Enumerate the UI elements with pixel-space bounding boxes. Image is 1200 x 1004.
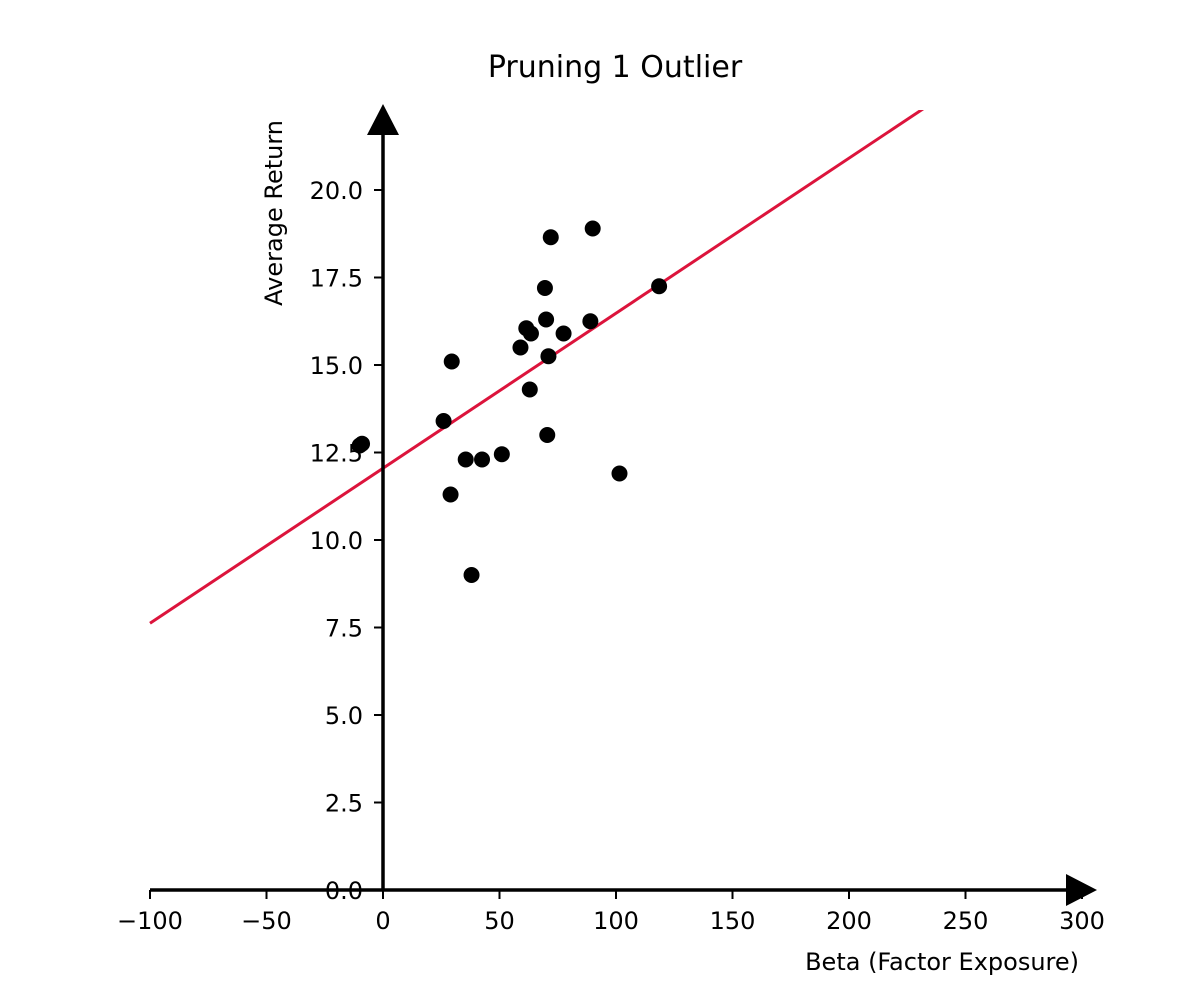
data-point	[354, 435, 371, 452]
data-point	[651, 278, 668, 295]
x-tick-label: 150	[710, 907, 756, 935]
data-point	[584, 220, 601, 237]
y-tick-label: 10.0	[310, 527, 363, 555]
data-point	[555, 325, 572, 342]
y-tick-label: 5.0	[325, 702, 363, 730]
data-point	[611, 465, 628, 482]
y-tick-label: 15.0	[310, 352, 363, 380]
chart-title: Pruning 1 Outlier	[488, 50, 743, 85]
data-point	[463, 567, 480, 583]
y-tick-label: 0.0	[325, 877, 363, 905]
x-tick-label: 250	[943, 907, 989, 935]
y-axis-label: Average Return	[260, 120, 288, 306]
x-tick-label: 100	[593, 907, 639, 935]
data-point	[540, 348, 557, 365]
points-layer	[351, 220, 668, 583]
axes-layer: −100 −50 0 50 100 150 200 250 300 0.0 2.5 5.0 7.5 10.…	[117, 104, 1105, 935]
x-tick-label: −50	[241, 907, 292, 935]
x-tick-label: −100	[117, 907, 183, 935]
data-point	[538, 311, 555, 328]
data-point	[442, 486, 459, 503]
x-tick-label: 0	[375, 907, 390, 935]
x-axis-label: Beta (Factor Exposure)	[805, 948, 1079, 976]
data-point	[512, 339, 529, 356]
data-point	[521, 381, 538, 398]
data-point	[435, 413, 452, 429]
x-tick-label: 50	[484, 907, 515, 935]
data-point	[542, 229, 559, 246]
data-point	[474, 451, 491, 468]
data-point	[582, 313, 599, 330]
y-tick-label: 2.5	[325, 790, 363, 818]
y-tick-label: 17.5	[310, 265, 363, 293]
data-point	[493, 446, 510, 463]
y-tick-label: 7.5	[325, 615, 363, 643]
data-point	[457, 451, 474, 468]
x-tick-label: 200	[826, 907, 872, 935]
data-point	[443, 353, 460, 370]
data-point	[522, 325, 539, 342]
data-point	[536, 280, 553, 296]
data-point	[539, 427, 556, 443]
x-tick-label: 300	[1059, 907, 1105, 935]
y-tick-label: 20.0	[310, 177, 363, 205]
y-axis-arrow	[367, 104, 399, 135]
